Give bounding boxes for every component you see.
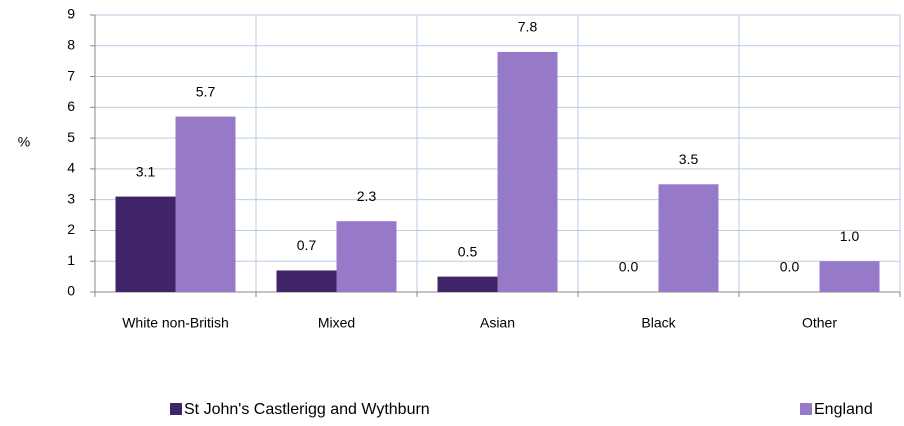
y-tick-label: 5 [67, 129, 75, 145]
bar [276, 270, 337, 292]
y-tick-label: 4 [67, 160, 75, 176]
y-tick-label: 3 [67, 190, 75, 206]
y-tick-label: 9 [67, 6, 75, 22]
x-tick-label: Black [641, 315, 676, 331]
data-label: 1.0 [840, 228, 860, 244]
data-label: 3.5 [679, 151, 699, 167]
data-label: 2.3 [357, 188, 377, 204]
x-tick-label: White non-British [122, 315, 229, 331]
data-label: 0.0 [619, 259, 639, 275]
data-label: 7.8 [518, 19, 538, 35]
bar [175, 116, 236, 292]
legend-label: England [814, 401, 873, 418]
y-tick-label: 0 [67, 283, 75, 299]
data-label: 5.7 [196, 83, 216, 99]
x-tick-label: Asian [480, 315, 515, 331]
bar [115, 196, 176, 292]
legend-swatch [800, 403, 812, 415]
x-tick-label: Mixed [318, 315, 355, 331]
bar [437, 276, 498, 292]
bar [336, 221, 397, 292]
y-axis-label: % [18, 134, 30, 150]
legend-swatch [170, 403, 182, 415]
x-tick-label: Other [802, 315, 837, 331]
y-tick-label: 7 [67, 67, 75, 83]
y-tick-label: 6 [67, 98, 75, 114]
data-label: 3.1 [136, 163, 156, 179]
y-tick-label: 2 [67, 221, 75, 237]
y-tick-label: 8 [67, 36, 75, 52]
data-label: 0.7 [297, 237, 317, 253]
legend-label: St John's Castlerigg and Wythburn [184, 401, 430, 418]
y-tick-label: 1 [67, 252, 75, 268]
bar [658, 184, 719, 292]
bar [497, 51, 558, 292]
bar [819, 261, 880, 292]
data-label: 0.0 [780, 259, 800, 275]
data-label: 0.5 [458, 243, 478, 259]
